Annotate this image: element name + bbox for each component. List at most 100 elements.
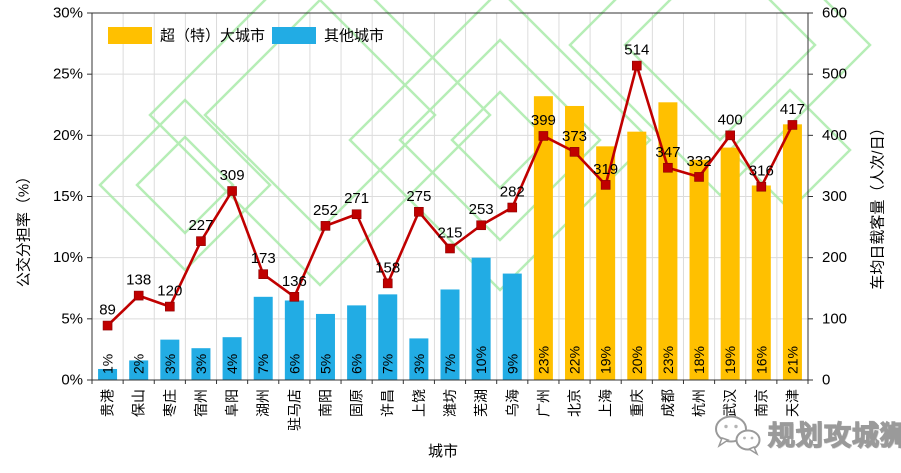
city-label: 宿州 (193, 389, 209, 417)
bar-乌海 (502, 273, 522, 380)
left-tick-label: 5% (61, 310, 83, 327)
line-marker (289, 292, 300, 302)
bars: 1% 2% 3% 3% 4% 7% 6% 5% 6% 7% 3% 7% 10% 9% 23% 22% 19% 20… (98, 96, 802, 381)
line-marker (538, 131, 549, 141)
right-tick-label: 500 (822, 66, 847, 83)
right-axis-title: 车均日载客量（人次/日） (870, 120, 887, 289)
left-tick-label: 15% (53, 188, 83, 205)
left-axis-title: 公交分担率（%） (15, 169, 33, 287)
line-value-label: 89 (99, 302, 116, 319)
bar-label: 21% (784, 346, 800, 374)
legend-item-mega: 超（特）大城市 (108, 27, 265, 45)
city-label: 上饶 (411, 389, 427, 417)
bar-label: 20% (629, 346, 645, 374)
line-value-label: 120 (157, 283, 182, 300)
line-marker (258, 269, 269, 279)
line-value-label: 316 (749, 163, 774, 180)
bar-label: 19% (722, 346, 738, 374)
bar-label: 6% (349, 354, 365, 374)
bar-枣庄 (160, 339, 180, 380)
line-series: 89 138 120 227 309 173 136 252 271 158 275 215 253 28… (99, 42, 805, 331)
line-value-label: 136 (282, 273, 307, 290)
right-tick-label: 200 (822, 249, 847, 266)
city-label: 成都 (660, 389, 676, 417)
bar-label: 9% (504, 354, 520, 374)
line-value-label: 252 (313, 202, 338, 219)
right-tick-label: 600 (822, 5, 847, 22)
bar-label: 7% (380, 354, 396, 374)
line-marker (165, 301, 175, 312)
line-marker (414, 206, 424, 217)
line-marker (756, 181, 767, 192)
city-label: 杭州 (691, 389, 707, 417)
line-marker (663, 162, 673, 173)
right-tick-label: 300 (822, 188, 847, 205)
right-tick-label: 0 (822, 372, 830, 389)
city-label: 固原 (349, 389, 365, 417)
bar-上海 (596, 146, 616, 380)
legend-label-other: 其他城市 (324, 28, 384, 45)
bar-贵港 (98, 368, 118, 380)
tick-labels: 0% 5% 10% 15% 20% 25% 30% 0 100 200 300 400 500 600 贵港… (53, 5, 847, 432)
bar-label: 2% (131, 354, 147, 374)
line-marker (476, 220, 486, 231)
bar-上饶 (409, 338, 429, 380)
line-marker (445, 243, 455, 254)
city-label: 枣庄 (162, 389, 178, 417)
line-marker (320, 221, 331, 231)
line-value-label: 332 (687, 153, 712, 170)
city-label: 重庆 (629, 389, 645, 417)
city-label: 湖州 (255, 389, 271, 417)
line-marker (196, 236, 206, 246)
city-label: 乌海 (504, 389, 520, 417)
bar-阜阳 (222, 337, 242, 380)
bar-label: 10% (473, 346, 489, 374)
bar-label: 16% (753, 346, 769, 374)
line-value-label: 309 (220, 167, 245, 184)
left-tick-label: 20% (53, 127, 83, 144)
bar-label: 7% (442, 354, 458, 374)
line-marker (694, 172, 704, 182)
legend-item-other: 其他城市 (272, 27, 384, 45)
logo-diamond (203, 0, 437, 232)
line-marker (569, 147, 580, 157)
line-value-label: 373 (562, 128, 587, 145)
bar-芜湖 (471, 257, 491, 380)
city-label: 天津 (784, 389, 800, 417)
bar-label: 6% (286, 354, 302, 374)
bar-许昌 (378, 294, 398, 380)
legend-label-mega: 超（特）大城市 (160, 28, 265, 45)
line-marker (725, 130, 735, 141)
bar-保山 (129, 360, 149, 380)
line-value-label: 215 (437, 224, 462, 241)
x-axis-title: 城市 (428, 443, 458, 460)
line-marker (133, 290, 144, 301)
line-value-label: 282 (500, 184, 525, 201)
city-label: 芜湖 (473, 389, 489, 417)
legend: 超（特）大城市 其他城市 (108, 27, 384, 45)
bar-南阳 (315, 313, 335, 380)
bar-固原 (347, 305, 367, 380)
bar-北京 (565, 105, 585, 381)
line-marker (631, 60, 642, 71)
bar-杭州 (689, 159, 709, 380)
city-label: 南阳 (317, 389, 333, 417)
line-value-label: 253 (469, 201, 494, 218)
bar-广州 (533, 96, 553, 380)
bar-label: 23% (660, 346, 676, 374)
line-value-label: 514 (624, 42, 649, 59)
line-marker (382, 278, 393, 289)
line-marker (102, 320, 113, 331)
line-value-label: 347 (655, 144, 680, 161)
logo-diamond (348, 0, 652, 292)
city-label: 武汉 (722, 389, 738, 417)
left-tick-label: 25% (53, 66, 83, 83)
line-marker (600, 180, 611, 190)
city-label: 阜阳 (224, 389, 240, 417)
line-value-label: 227 (188, 217, 213, 234)
axes (87, 12, 813, 384)
legend-swatch-mega (108, 27, 152, 44)
left-tick-label: 10% (53, 249, 83, 266)
city-label: 贵港 (100, 389, 116, 417)
